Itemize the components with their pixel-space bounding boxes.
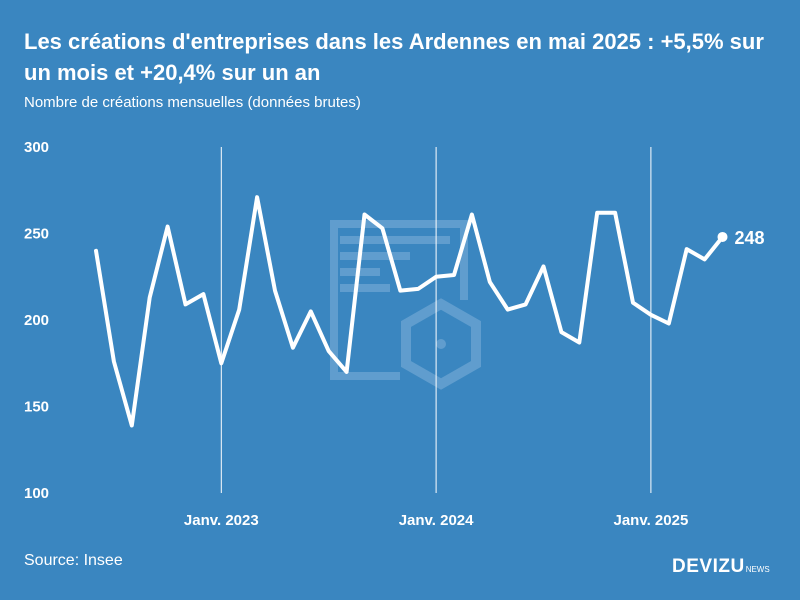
watermark-bar	[340, 236, 450, 244]
devizu-logo-watermark	[330, 220, 481, 390]
x-tick-label: Janv. 2024	[399, 512, 474, 529]
source-note: Source: Insee	[24, 552, 123, 569]
year-reference-lines	[220, 147, 652, 493]
brand-logo: DEVIZUNEWS	[672, 556, 770, 578]
watermark-bar	[340, 252, 410, 260]
series-line	[94, 195, 725, 428]
watermark-dot	[436, 339, 446, 349]
end-value-label: 248	[735, 228, 765, 248]
watermark-bar	[340, 268, 380, 276]
y-tick-label: 200	[24, 312, 49, 329]
y-tick-label: 250	[24, 226, 49, 243]
brand-suffix: NEWS	[745, 565, 770, 574]
x-tick-label: Janv. 2025	[614, 512, 689, 529]
y-tick-label: 150	[24, 399, 49, 416]
series-group: 248	[94, 195, 765, 428]
x-tick-label: Janv. 2023	[184, 512, 259, 529]
chart-subtitle: Nombre de créations mensuelles (données …	[24, 94, 361, 111]
chart-title: Les créations d'entreprises dans les Ard…	[24, 29, 764, 85]
y-axis-ticks: 300 250 200 150 100	[24, 139, 49, 502]
watermark-hexagon	[401, 298, 481, 390]
watermark-bar	[340, 284, 390, 292]
y-tick-label: 100	[24, 485, 49, 502]
x-axis-ticks: Janv. 2023 Janv. 2024 Janv. 2025	[184, 512, 688, 529]
y-tick-label: 300	[24, 139, 49, 156]
brand-name: DEVIZU	[672, 556, 745, 577]
end-point-marker	[717, 231, 728, 242]
